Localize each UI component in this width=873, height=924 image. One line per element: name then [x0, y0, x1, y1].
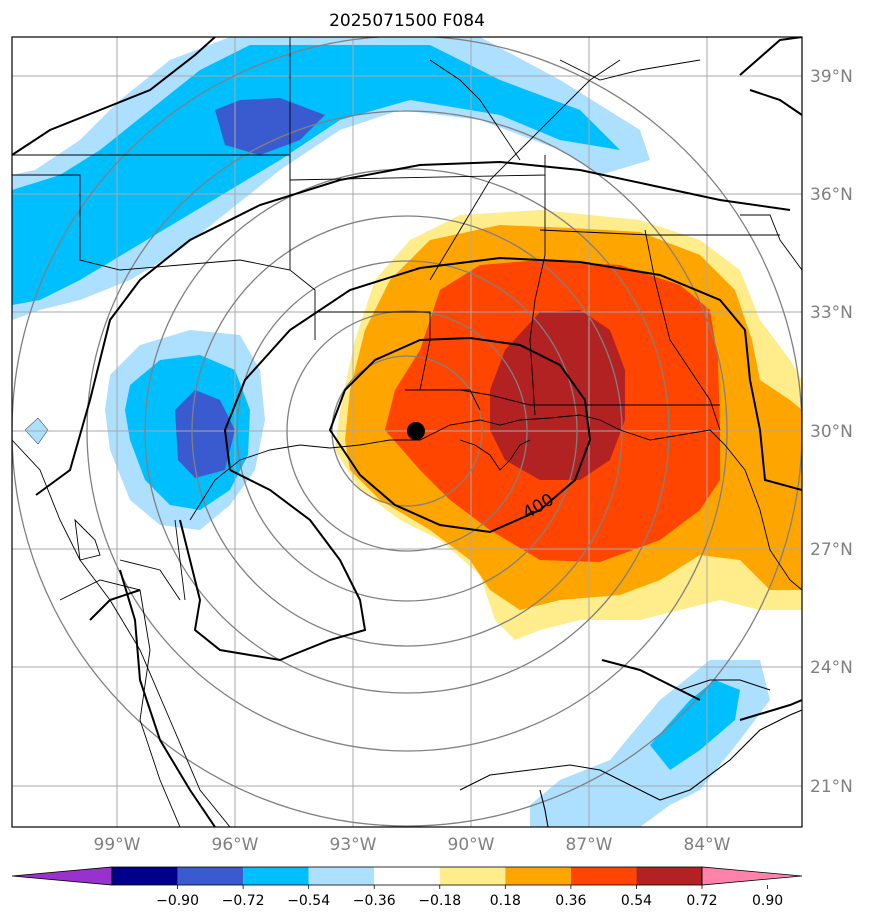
coastlines-borders: [12, 37, 802, 827]
figure-title: 2025071500 F084: [329, 11, 485, 31]
lat-label: 24°N: [810, 658, 853, 678]
lat-label: 36°N: [810, 185, 853, 205]
latitude-labels: 39°N 36°N 33°N 30°N 27°N 24°N 21°N: [810, 67, 853, 797]
colorbar-extend-low: [11, 866, 113, 886]
colorbar-tick-label: 0.36: [555, 893, 586, 909]
colorbar-swatch: [308, 867, 375, 885]
colorbar-tick-label: −0.54: [287, 893, 330, 909]
lat-label: 21°N: [810, 777, 853, 797]
colorbar-swatch: [570, 867, 637, 885]
colorbar-swatch: [505, 867, 571, 885]
lon-label: 84°W: [684, 835, 731, 855]
colorbar-tick-label: 0.90: [752, 893, 783, 909]
lat-label: 27°N: [810, 540, 853, 560]
colorbar-swatch: [112, 867, 178, 885]
colorbar-tick-label: 0.72: [686, 893, 717, 909]
graticule: [12, 37, 802, 827]
lon-label: 93°W: [330, 835, 377, 855]
negative-anomaly-southeast: [530, 660, 770, 827]
lon-label: 90°W: [448, 835, 495, 855]
colorbar-tick-label: −0.72: [222, 893, 265, 909]
colorbar-tick-label: 0.54: [621, 893, 652, 909]
lat-label: 33°N: [810, 303, 853, 323]
lon-label: 87°W: [566, 835, 613, 855]
colorbar-tick-label: −0.90: [156, 893, 199, 909]
lat-label: 39°N: [810, 67, 853, 87]
map-frame: [11, 36, 803, 828]
positive-anomaly: [335, 210, 802, 640]
colorbar-swatch: [177, 867, 244, 885]
colorbar-tick-label: −0.36: [353, 893, 396, 909]
lon-label: 99°W: [94, 835, 141, 855]
colorbar-swatch: [374, 867, 440, 885]
height-contours: [12, 37, 802, 827]
colorbar-swatch: [439, 867, 506, 885]
lat-label: 30°N: [810, 422, 853, 442]
colorbar-swatch: [243, 867, 309, 885]
colorbar-swatch: [636, 867, 702, 885]
colorbar-tick-label: 0.18: [490, 893, 521, 909]
colorbar-outline: [111, 866, 703, 886]
cuba-coast: [459, 679, 802, 827]
colorbar: −0.90 −0.72 −0.54 −0.36 −0.18 0.18 0.36 0.54 0.7…: [11, 866, 803, 909]
storm-center-marker: [406, 422, 425, 440]
colorbar-tick-label: −0.18: [418, 893, 461, 909]
longitude-labels: 99°W 96°W 93°W 90°W 87°W 84°W: [94, 835, 731, 855]
map-panel: 400: [12, 37, 802, 827]
colorbar-extend-high: [701, 866, 803, 886]
lon-label: 96°W: [212, 835, 259, 855]
negative-anomaly-north: [12, 37, 650, 320]
